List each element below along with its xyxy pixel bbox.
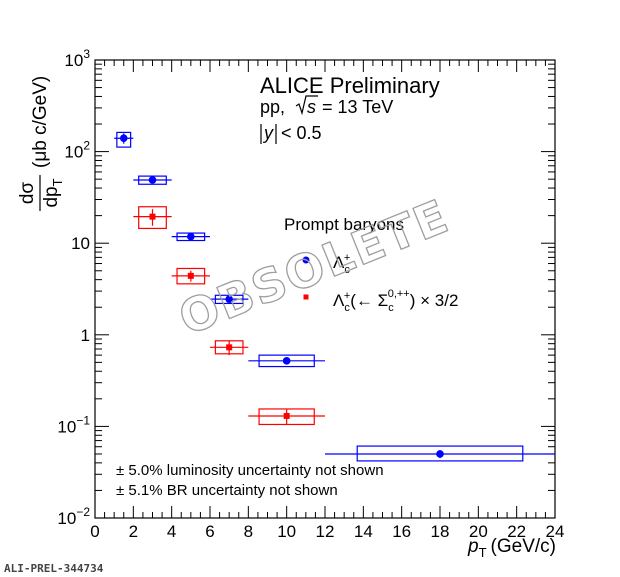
sqrt-symbol (295, 95, 318, 116)
y-axis-label-numerator: dσ (17, 182, 38, 205)
x-axis-ticks: 0 2 4 6 8 10 12 14 16 18 20 22 24 (90, 60, 564, 541)
x-tick-label: 10 (277, 522, 296, 541)
chart-title: ALICE Preliminary (260, 73, 440, 98)
y-tick-label: 10−2 (57, 505, 90, 528)
data-layer (114, 131, 555, 462)
y-axis-label-denominator: dpT (41, 178, 65, 207)
chart-subtitle-system: pp, s = 13 TeV (260, 95, 393, 117)
svg-text:= 13 TeV: = 13 TeV (322, 97, 393, 117)
data-point (187, 272, 194, 279)
svg-text:< 0.5: < 0.5 (281, 123, 322, 143)
note-luminosity: ± 5.0% luminosity uncertainty not shown (116, 462, 384, 479)
x-tick-label: 4 (167, 522, 176, 541)
x-tick-label: 16 (392, 522, 411, 541)
systematic-box (138, 206, 167, 230)
x-tick-label: 24 (546, 522, 565, 541)
x-tick-label: 20 (469, 522, 488, 541)
series-lambda-c (114, 131, 555, 462)
data-point (148, 176, 157, 184)
x-tick-label: 22 (507, 522, 526, 541)
data-point (436, 450, 444, 458)
y-axis-label-unit: (μb c/GeV) (30, 76, 51, 168)
x-tick-label: 0 (90, 522, 99, 541)
x-tick-label: 2 (129, 522, 138, 541)
legend-entry-lambda-c-from-sigma-c: Λc+(← Σc0,++) × 3/2 (303, 288, 458, 314)
legend-entry-lambda-c: Λc+ (302, 252, 350, 276)
data-point (187, 232, 195, 241)
data-point (283, 412, 290, 419)
x-tick-label: 6 (205, 522, 214, 541)
y-tick-label: 1 (81, 326, 90, 345)
data-point (119, 134, 128, 143)
y-tick-label: 102 (64, 139, 90, 162)
note-br: ± 5.1% BR uncertainty not shown (116, 482, 338, 499)
figure-id: ALI-PREL-344734 (4, 562, 104, 575)
y-axis-label: dσ dpT (μb c/GeV) (17, 76, 65, 211)
x-tick-label: 8 (244, 522, 253, 541)
chart-subtitle-rapidity: y < 0.5 (260, 123, 322, 144)
x-axis-label: pT (GeV/c) (467, 536, 556, 560)
y-tick-label: 10 (71, 234, 90, 253)
y-tick-label: 103 (64, 47, 90, 70)
series-lambda-c-from-sigma-c (133, 206, 325, 426)
systematic-box (116, 131, 132, 148)
svg-text:pp,: pp, (260, 97, 285, 117)
svg-text:Λc+(← Σc0,++) × 3/2: Λc+(← Σc0,++) × 3/2 (333, 288, 458, 314)
legend-header: Prompt baryons (284, 215, 404, 234)
x-tick-label: 12 (316, 522, 335, 541)
x-tick-label: 18 (431, 522, 450, 541)
svg-text:Λc+: Λc+ (333, 252, 350, 276)
y-tick-label: 10−1 (57, 413, 90, 436)
legend-marker-red-square (303, 294, 309, 300)
data-point (149, 213, 156, 220)
data-point (225, 295, 233, 303)
obsolete-watermark: OBSOLETE (171, 189, 456, 346)
legend-marker-blue-circle (302, 256, 310, 264)
svg-text:y: y (262, 123, 274, 143)
y-axis-ticks: 10−2 10−1 1 10 102 103 (57, 47, 555, 528)
x-tick-label: 14 (354, 522, 373, 541)
data-point (282, 357, 291, 365)
svg-text:s: s (307, 97, 316, 117)
data-point (226, 344, 233, 351)
